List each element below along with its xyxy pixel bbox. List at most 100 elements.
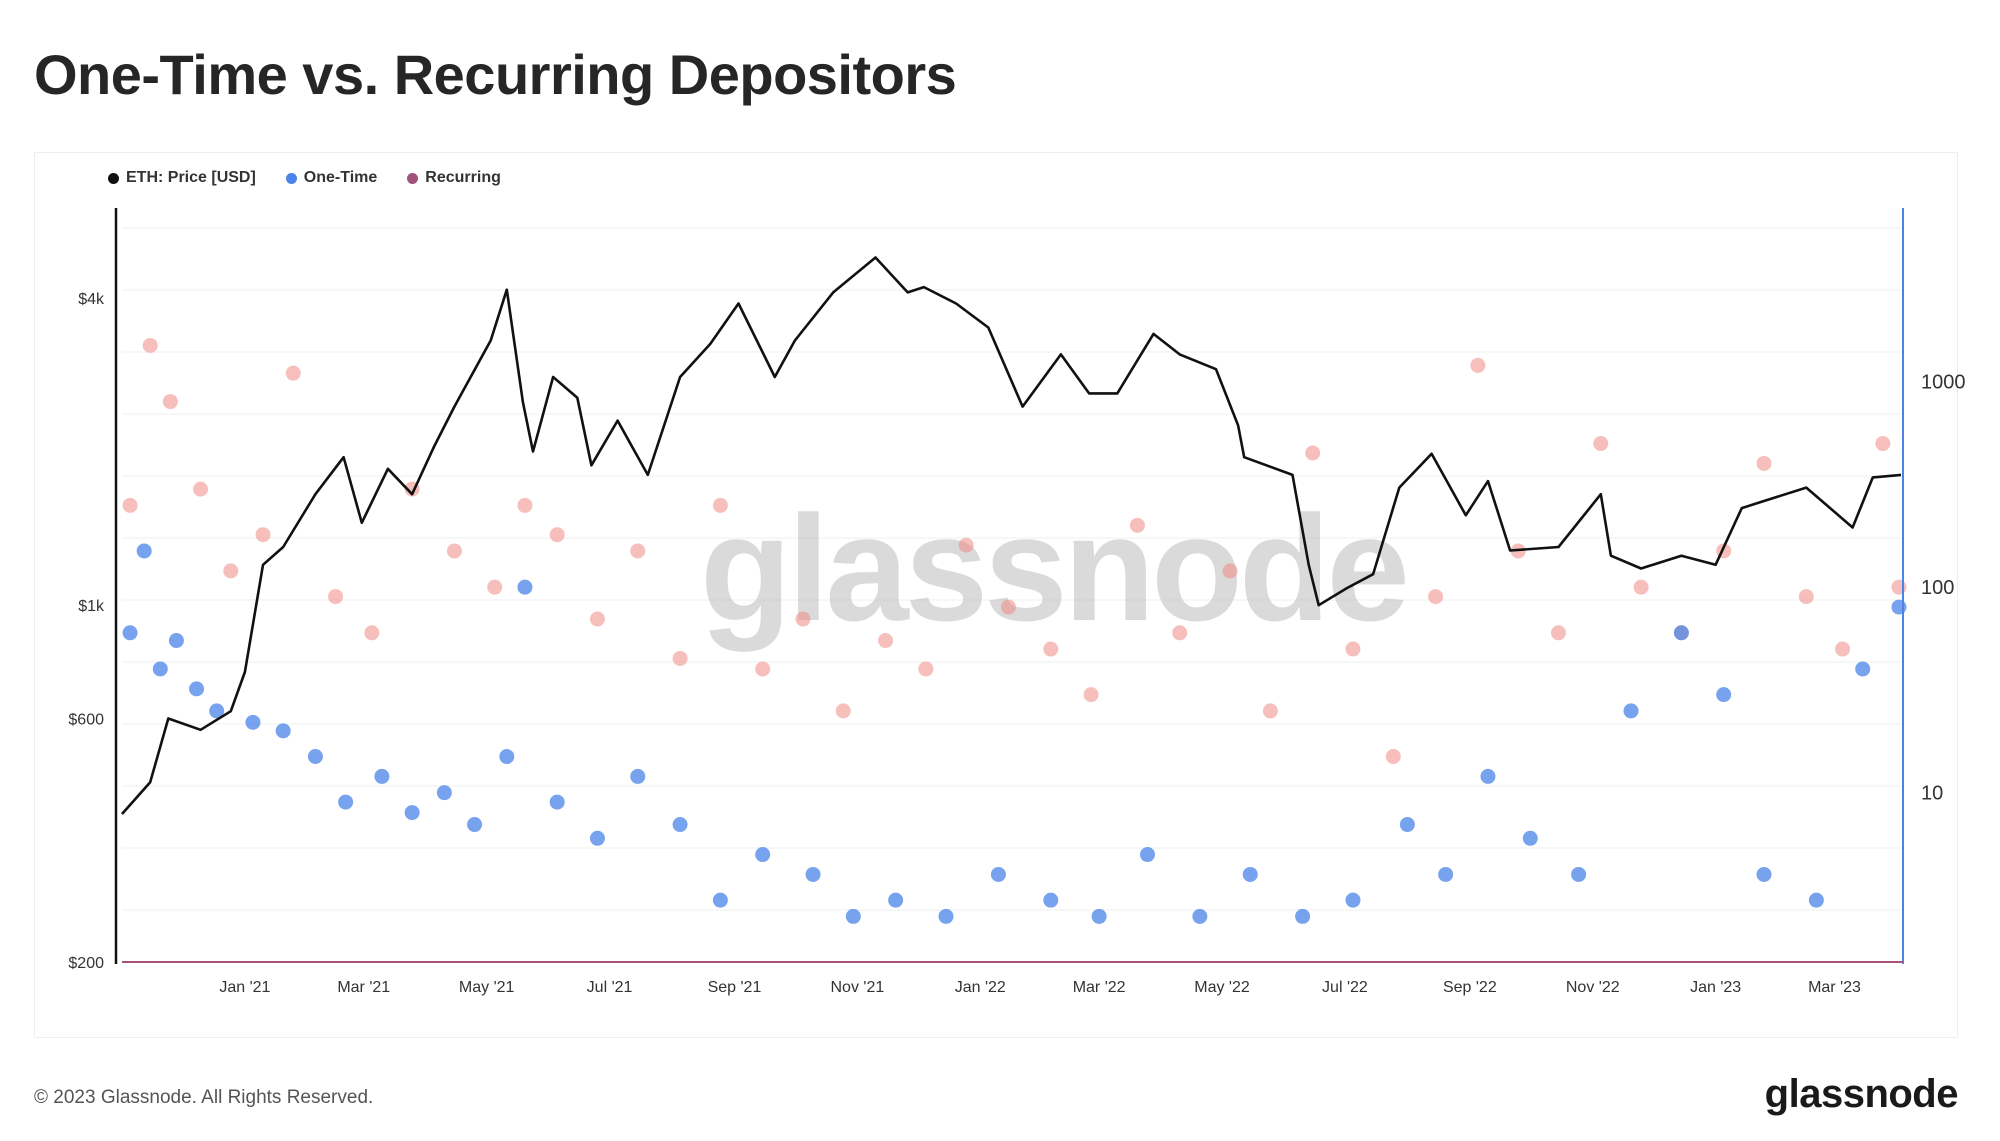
recurring-point bbox=[835, 703, 851, 719]
x-tick-label: Jan '21 bbox=[219, 979, 270, 996]
recurring-point bbox=[1875, 436, 1891, 452]
one-time-point bbox=[517, 579, 533, 595]
recurring-point bbox=[1222, 563, 1238, 579]
one-time-point bbox=[1808, 892, 1824, 908]
one-time-point bbox=[672, 817, 688, 833]
recurring-point bbox=[1172, 625, 1188, 641]
x-tick-label: Nov '21 bbox=[830, 979, 884, 996]
one-time-point bbox=[1091, 908, 1107, 924]
recurring-series bbox=[122, 337, 1907, 764]
one-time-point bbox=[1399, 817, 1415, 833]
recurring-point bbox=[589, 611, 605, 627]
recurring-point bbox=[1756, 455, 1772, 471]
one-time-point bbox=[938, 908, 954, 924]
recurring-point bbox=[1835, 641, 1851, 657]
recurring-point bbox=[223, 563, 239, 579]
x-tick-label: Mar '21 bbox=[337, 979, 390, 996]
one-time-point bbox=[168, 633, 184, 649]
one-time-point bbox=[990, 866, 1006, 882]
one-time-point bbox=[122, 625, 138, 641]
one-time-point bbox=[275, 723, 291, 739]
legend-marker-one-time bbox=[285, 172, 297, 184]
x-tick-label: May '22 bbox=[1194, 979, 1250, 996]
one-time-point bbox=[338, 794, 354, 810]
one-time-point bbox=[467, 817, 483, 833]
one-time-point bbox=[1345, 892, 1361, 908]
one-time-point bbox=[712, 892, 728, 908]
x-tick-label: Jan '22 bbox=[955, 979, 1006, 996]
one-time-point bbox=[549, 794, 565, 810]
one-time-point bbox=[1438, 866, 1454, 882]
one-time-point bbox=[404, 805, 420, 821]
one-time-series bbox=[122, 543, 1907, 924]
legend-label-recurring: Recurring bbox=[425, 169, 501, 186]
recurring-point bbox=[142, 337, 158, 353]
one-time-point bbox=[1673, 625, 1689, 641]
one-time-point bbox=[245, 714, 261, 730]
y-left-tick-label: $200 bbox=[68, 955, 104, 972]
one-time-point bbox=[209, 703, 225, 719]
recurring-point bbox=[755, 661, 771, 677]
legend-marker-recurring bbox=[407, 172, 419, 184]
recurring-point bbox=[549, 527, 565, 543]
x-tick-label: Nov '22 bbox=[1566, 979, 1620, 996]
one-time-point bbox=[1295, 908, 1311, 924]
chart-panel bbox=[34, 152, 1958, 1038]
recurring-point bbox=[958, 537, 974, 553]
watermark: glassnode bbox=[700, 484, 1406, 652]
y-left-tick-label: $4k bbox=[78, 291, 105, 308]
one-time-point bbox=[1192, 908, 1208, 924]
one-time-point bbox=[1522, 830, 1538, 846]
recurring-point bbox=[517, 497, 533, 513]
recurring-point bbox=[364, 625, 380, 641]
recurring-point bbox=[1891, 579, 1907, 595]
legend-item-eth-price[interactable]: ETH: Price [USD] bbox=[108, 169, 256, 187]
x-tick-label: Jan '23 bbox=[1690, 979, 1741, 996]
one-time-point bbox=[1139, 847, 1155, 863]
recurring-point bbox=[1000, 599, 1016, 615]
legend-label-eth-price: ETH: Price [USD] bbox=[126, 169, 256, 186]
recurring-point bbox=[122, 497, 138, 513]
y-left-tick-label: $600 bbox=[68, 711, 104, 728]
legend-item-one-time[interactable]: One-Time bbox=[285, 169, 378, 187]
one-time-point bbox=[1571, 866, 1587, 882]
one-time-point bbox=[755, 847, 771, 863]
one-time-point bbox=[499, 748, 515, 764]
recurring-point bbox=[630, 543, 646, 559]
recurring-point bbox=[1083, 687, 1099, 703]
one-time-point bbox=[136, 543, 152, 559]
y-right-tick-label: 10 bbox=[1921, 783, 1943, 805]
recurring-point bbox=[1129, 517, 1145, 533]
y-right-tick-label: 1000 bbox=[1921, 372, 1966, 394]
one-time-point bbox=[630, 768, 646, 784]
x-tick-label: Mar '23 bbox=[1808, 979, 1861, 996]
one-time-point bbox=[805, 866, 821, 882]
recurring-point bbox=[285, 365, 301, 381]
one-time-point bbox=[1855, 661, 1871, 677]
recurring-point bbox=[712, 497, 728, 513]
one-time-point bbox=[1480, 768, 1496, 784]
legend-label-one-time: One-Time bbox=[303, 169, 378, 186]
recurring-point bbox=[918, 661, 934, 677]
recurring-point bbox=[1428, 589, 1444, 605]
one-time-point bbox=[888, 892, 904, 908]
recurring-point bbox=[487, 579, 503, 595]
x-tick-label: Mar '22 bbox=[1073, 979, 1126, 996]
recurring-point bbox=[1043, 641, 1059, 657]
recurring-point bbox=[878, 633, 894, 649]
x-tick-label: Jul '22 bbox=[1322, 979, 1368, 996]
recurring-point bbox=[1470, 357, 1486, 373]
y-right-tick-label: 100 bbox=[1921, 577, 1954, 599]
eth-price-line bbox=[121, 256, 1902, 815]
one-time-point bbox=[1891, 599, 1907, 615]
recurring-point bbox=[1633, 579, 1649, 595]
eth-price-series bbox=[121, 256, 1902, 815]
recurring-point bbox=[795, 611, 811, 627]
glassnode-logo[interactable]: glassnode bbox=[1764, 1072, 1959, 1116]
one-time-point bbox=[152, 661, 168, 677]
recurring-point bbox=[1593, 436, 1609, 452]
x-tick-label: May '21 bbox=[459, 979, 515, 996]
one-time-point bbox=[307, 748, 323, 764]
legend-item-recurring[interactable]: Recurring bbox=[407, 169, 501, 187]
